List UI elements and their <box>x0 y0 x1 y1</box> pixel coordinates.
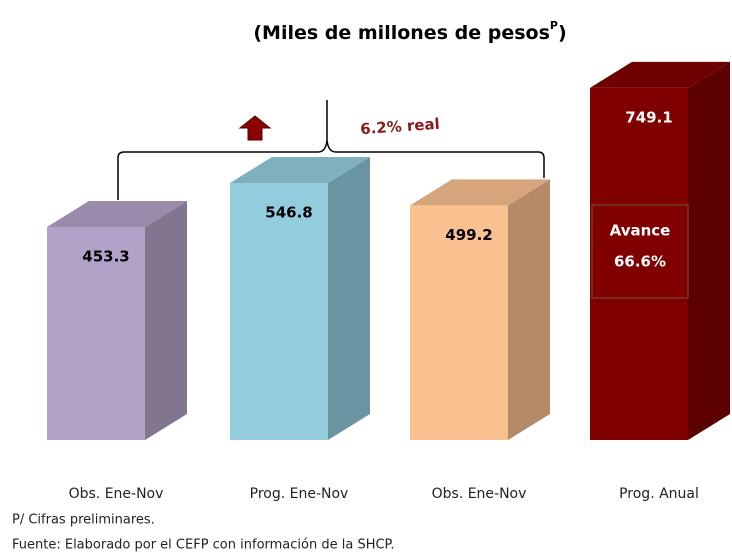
up-arrow <box>238 115 272 141</box>
title-text: (Miles de millones de pesos <box>253 22 550 44</box>
progress-box <box>591 204 689 299</box>
title-superscript: P <box>550 19 558 32</box>
growth-annotation: 6.2% real <box>360 115 441 139</box>
bar-top <box>590 61 730 88</box>
value-label: 453.3 <box>82 247 129 265</box>
bar-side <box>508 179 550 440</box>
value-label: 546.8 <box>265 204 312 222</box>
progress-label: Avance <box>610 222 671 240</box>
bars: 453.3 Obs. Ene-Nov 546.8 Prog. Ene-Nov 499.2… <box>47 61 730 502</box>
brace <box>117 100 545 200</box>
bar-top <box>47 200 187 227</box>
x-tick-label: Obs. Ene-Nov <box>69 486 164 502</box>
x-tick-label: Prog. Anual <box>619 486 699 502</box>
bar-side <box>145 200 187 440</box>
bar <box>410 205 508 440</box>
bar-side <box>688 61 730 440</box>
footnote: P/ Cifras preliminares. <box>12 513 155 528</box>
x-tick-label: Obs. Ene-Nov <box>432 486 527 502</box>
source-note: Fuente: Elaborado por el CEFP con inform… <box>12 538 395 553</box>
chart-title: (Miles de millones de pesosP) <box>253 19 566 44</box>
bar <box>590 87 688 440</box>
progress-value: 66.6% <box>614 253 666 271</box>
bar-side <box>328 157 370 440</box>
x-tick-label: Prog. Ene-Nov <box>250 486 349 502</box>
title-close: ) <box>558 22 567 44</box>
value-label: 749.1 <box>625 108 672 126</box>
bar <box>47 226 145 440</box>
bar-top <box>230 157 370 184</box>
bar-top <box>410 179 550 206</box>
bar <box>230 183 328 440</box>
value-label: 499.2 <box>445 226 492 244</box>
